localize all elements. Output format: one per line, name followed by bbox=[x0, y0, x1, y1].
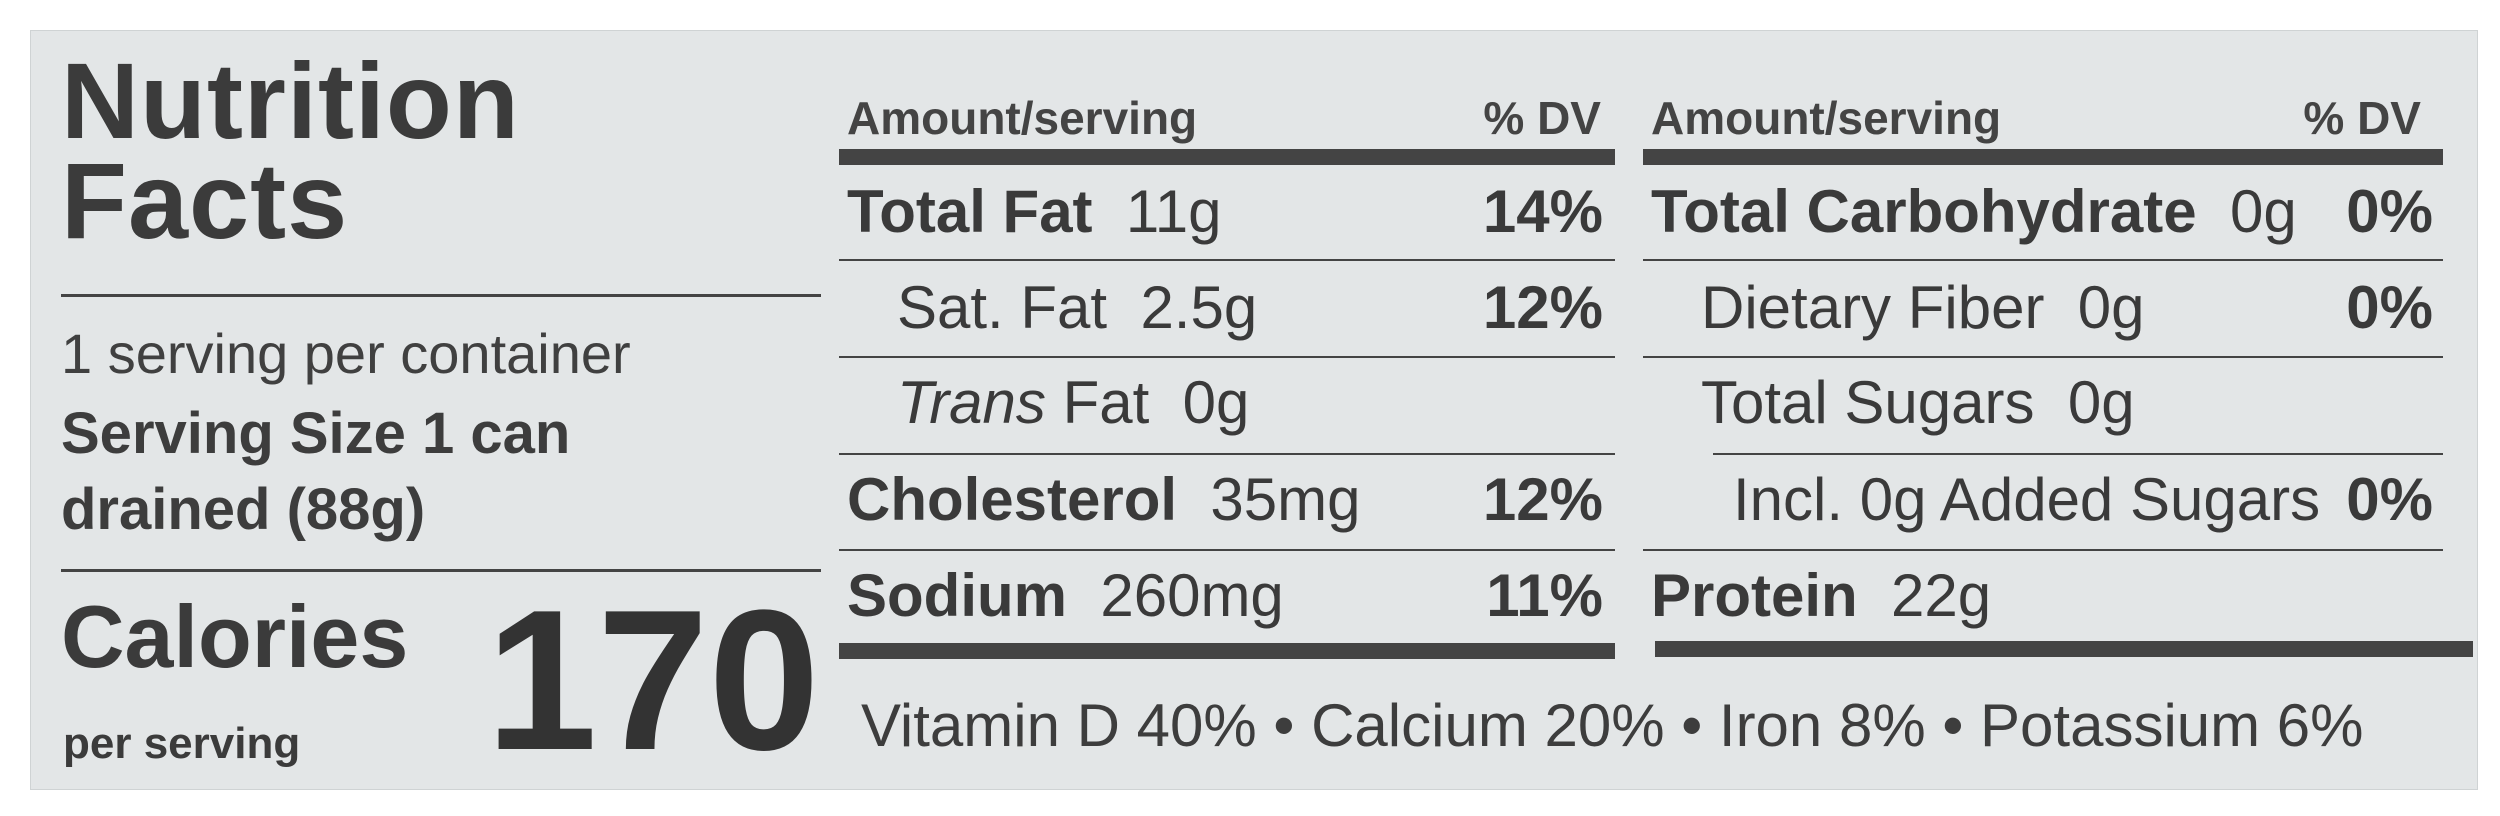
nutrient-amount: 0g bbox=[2067, 369, 2135, 436]
nutrient-amount: 0g bbox=[2077, 274, 2145, 341]
left-bottom-rule bbox=[839, 643, 1615, 659]
table-row: Incl. 0g Added Sugars 0% bbox=[1733, 453, 2433, 547]
nutrient-dv: 0% bbox=[2346, 178, 2433, 245]
nutrient-name-rest: Fat bbox=[1062, 369, 1150, 436]
right-nutrient-table: Amount/serving % DV Total Carbohydrate 0… bbox=[1643, 31, 2473, 789]
nutrient-dv: 0% bbox=[2346, 466, 2433, 533]
right-header-dv: % DV bbox=[2303, 92, 2421, 144]
table-row: Cholesterol 35mg 12% bbox=[847, 453, 1603, 547]
per-serving-label: per serving bbox=[63, 719, 301, 768]
nutrient-name: Sodium bbox=[847, 562, 1067, 629]
table-row: Dietary Fiber 0g 0% bbox=[1701, 261, 2433, 355]
nutrient-amount: 0g bbox=[1182, 369, 1250, 436]
serving-size: Serving Size 1 can drained (88g) bbox=[61, 396, 661, 548]
nutrient-dv: 11% bbox=[1486, 562, 1603, 629]
nutrient-name: Cholesterol bbox=[847, 466, 1178, 533]
serving-size-line-1: Serving Size 1 can bbox=[61, 401, 571, 466]
row-divider bbox=[1643, 259, 2443, 261]
table-row: Trans Fat 0g bbox=[897, 356, 1603, 450]
row-divider bbox=[1643, 549, 2443, 551]
row-divider bbox=[1713, 453, 2443, 455]
nutrient-name: Total Sugars bbox=[1701, 369, 2035, 436]
left-header-amount: Amount/serving bbox=[847, 92, 1198, 144]
vitamins-minerals-line: Vitamin D 40% • Calcium 20% • Iron 8% • … bbox=[861, 692, 2364, 759]
nutrient-amount: 2.5g bbox=[1140, 274, 1258, 341]
row-divider bbox=[839, 549, 1615, 551]
left-header-rule bbox=[839, 149, 1615, 165]
title-divider bbox=[61, 294, 821, 297]
table-row: Protein 22g bbox=[1651, 549, 2433, 643]
nutrient-amount: 0g bbox=[2229, 178, 2297, 245]
table-row: Total Sugars 0g bbox=[1701, 356, 2433, 450]
nutrient-amount: 22g bbox=[1891, 562, 1992, 629]
nutrition-facts-label: Nutrition Facts 1 serving per container … bbox=[30, 30, 2478, 790]
left-nutrient-table: Amount/serving % DV Total Fat 11g 14% Sa… bbox=[839, 31, 1615, 789]
row-divider bbox=[839, 453, 1615, 455]
left-header-dv: % DV bbox=[1483, 92, 1601, 144]
serving-divider bbox=[61, 569, 821, 572]
calories-label: Calories bbox=[61, 587, 409, 686]
nutrient-dv: 0% bbox=[2346, 274, 2433, 341]
table-row: Total Fat 11g 14% bbox=[847, 165, 1603, 259]
nutrient-name: Incl. 0g Added Sugars bbox=[1733, 466, 2321, 533]
title-line-1: Nutrition bbox=[61, 40, 520, 161]
table-row: Sat. Fat 2.5g 12% bbox=[897, 261, 1603, 355]
title-line-2: Facts bbox=[61, 140, 349, 261]
right-bottom-rule bbox=[1655, 641, 2473, 657]
nutrient-name: Trans bbox=[897, 369, 1046, 436]
row-divider bbox=[839, 356, 1615, 358]
table-row: Sodium 260mg 11% bbox=[847, 549, 1603, 643]
calories-value: 170 bbox=[486, 569, 820, 792]
servings-per-container: 1 serving per container bbox=[61, 322, 631, 385]
nutrient-name: Dietary Fiber bbox=[1701, 274, 2045, 341]
table-row: Total Carbohydrate 0g 0% bbox=[1651, 165, 2433, 259]
nutrient-dv: 12% bbox=[1482, 274, 1603, 341]
row-divider bbox=[839, 259, 1615, 261]
row-divider bbox=[1643, 356, 2443, 358]
nutrient-amount: 35mg bbox=[1210, 466, 1361, 533]
right-header-rule bbox=[1643, 149, 2443, 165]
nutrient-dv: 12% bbox=[1482, 466, 1603, 533]
nutrient-name: Total Fat bbox=[847, 178, 1093, 245]
nutrient-name: Protein bbox=[1651, 562, 1858, 629]
serving-size-line-2: drained (88g) bbox=[61, 477, 426, 542]
nutrient-amount: 11g bbox=[1125, 178, 1222, 245]
nutrient-name: Sat. Fat bbox=[897, 274, 1108, 341]
nutrient-name: Total Carbohydrate bbox=[1651, 178, 2197, 245]
label-title: Nutrition Facts bbox=[61, 40, 520, 261]
nutrient-dv: 14% bbox=[1482, 178, 1603, 245]
right-header-amount: Amount/serving bbox=[1651, 92, 2002, 144]
nutrient-amount: 260mg bbox=[1100, 562, 1284, 629]
